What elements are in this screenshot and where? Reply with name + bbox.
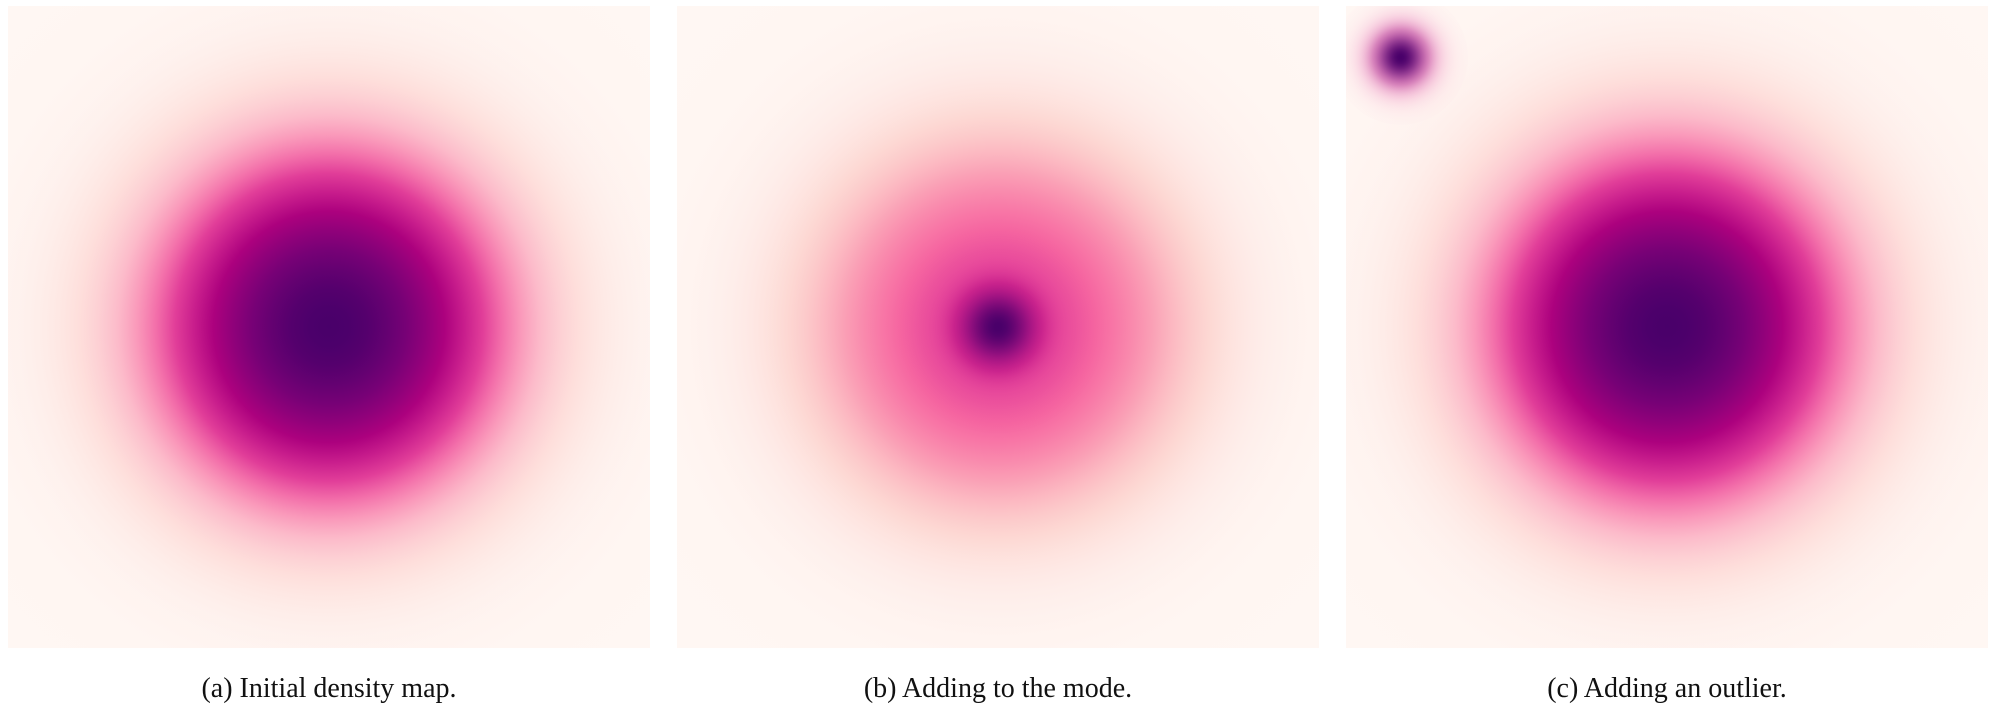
heatmap-panel-c [1346,6,1988,648]
density-added-peak [892,221,1104,433]
caption-adding-an-outlier: (c) Adding an outlier. [1547,673,1787,704]
heatmap-panel-a [8,6,650,648]
density-mode-blob [8,6,650,648]
caption-adding-to-the-mode: (b) Adding to the mode. [863,673,1133,704]
heatmap-panel-b [677,6,1319,648]
density-map-c [1346,6,1988,648]
density-map-a [8,6,650,648]
density-added-peak [1346,6,1468,125]
caption-initial-density-map: (a) Initial density map. [201,673,457,704]
density-map-b [677,6,1319,648]
density-mode-blob [1346,6,1988,648]
